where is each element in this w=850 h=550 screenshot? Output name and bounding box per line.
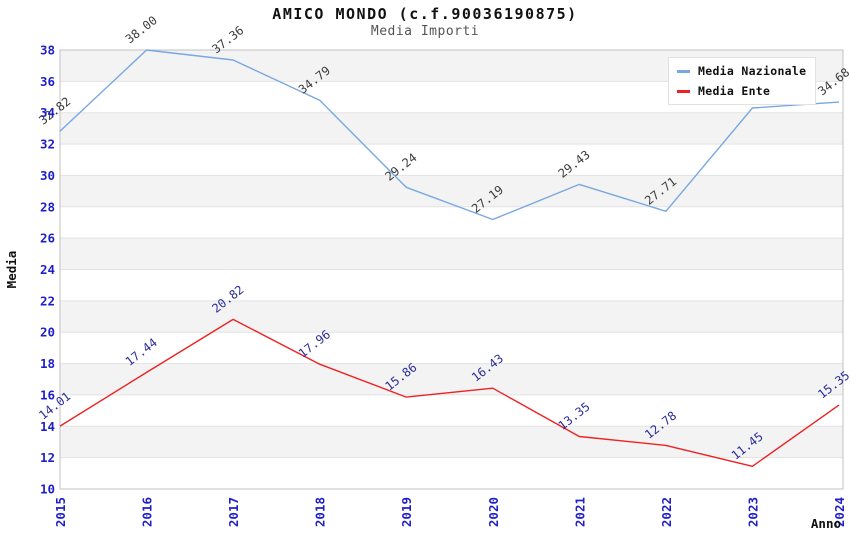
x-tick-label: 2017 (226, 497, 241, 527)
y-tick-label: 10 (40, 482, 55, 497)
y-tick-label: 38 (40, 43, 55, 58)
plot-band (60, 269, 843, 301)
plot-band (60, 363, 843, 395)
plot-band (60, 426, 843, 458)
y-tick-label: 28 (40, 199, 55, 214)
x-tick-label: 2023 (745, 497, 760, 527)
series-line-media-nazionale (59, 49, 840, 221)
plot-band (60, 206, 843, 239)
y-tick-label: 12 (40, 450, 55, 465)
x-tick-label: 2019 (399, 497, 414, 527)
page-title: AMICO MONDO (c.f.90036190875) (272, 5, 578, 23)
y-tick-label: 22 (40, 293, 55, 308)
y-tick-label: 20 (40, 325, 55, 340)
y-tick-label: 26 (40, 231, 55, 246)
plot-band (60, 238, 843, 270)
plot-band (60, 394, 843, 427)
series-line-media-ente (59, 318, 840, 467)
x-tick-label: 2015 (53, 497, 68, 527)
plot-band (60, 332, 843, 364)
plot-band (60, 300, 843, 333)
y-tick-label: 14 (40, 419, 55, 434)
value-label: 38.00 (123, 13, 160, 46)
x-tick-label: 2016 (140, 497, 155, 527)
page-subtitle: Media Importi (370, 24, 480, 39)
y-tick-label: 30 (40, 168, 55, 183)
y-axis-title: Media (4, 251, 19, 289)
y-tick-label: 24 (40, 262, 55, 277)
legend-label: Media Nazionale (698, 64, 807, 78)
plot-band (60, 144, 843, 176)
legend-item: Media Nazionale (669, 61, 815, 81)
y-tick-label: 34 (40, 105, 55, 120)
x-tick-label: 2024 (832, 497, 847, 527)
y-tick-label: 16 (40, 387, 55, 402)
x-tick-label: 2018 (313, 497, 328, 527)
legend: Media Nazionale Media Ente (668, 57, 816, 105)
y-tick-label: 32 (40, 137, 55, 152)
legend-item: Media Ente (669, 81, 815, 101)
legend-label: Media Ente (698, 84, 771, 98)
x-axis-title: Anno (811, 516, 841, 531)
y-tick-label: 18 (40, 356, 55, 371)
x-tick-label: 2021 (572, 497, 587, 527)
plot-band (60, 457, 843, 489)
x-tick-label: 2020 (486, 497, 501, 527)
legend-marker-media-ente (677, 89, 690, 93)
plot-band (60, 175, 843, 207)
plot-band (60, 112, 843, 145)
plot-border (59, 49, 844, 490)
x-tick-label: 2022 (659, 497, 674, 527)
y-tick-label: 36 (40, 74, 55, 89)
legend-marker-media-nazionale (677, 69, 690, 73)
